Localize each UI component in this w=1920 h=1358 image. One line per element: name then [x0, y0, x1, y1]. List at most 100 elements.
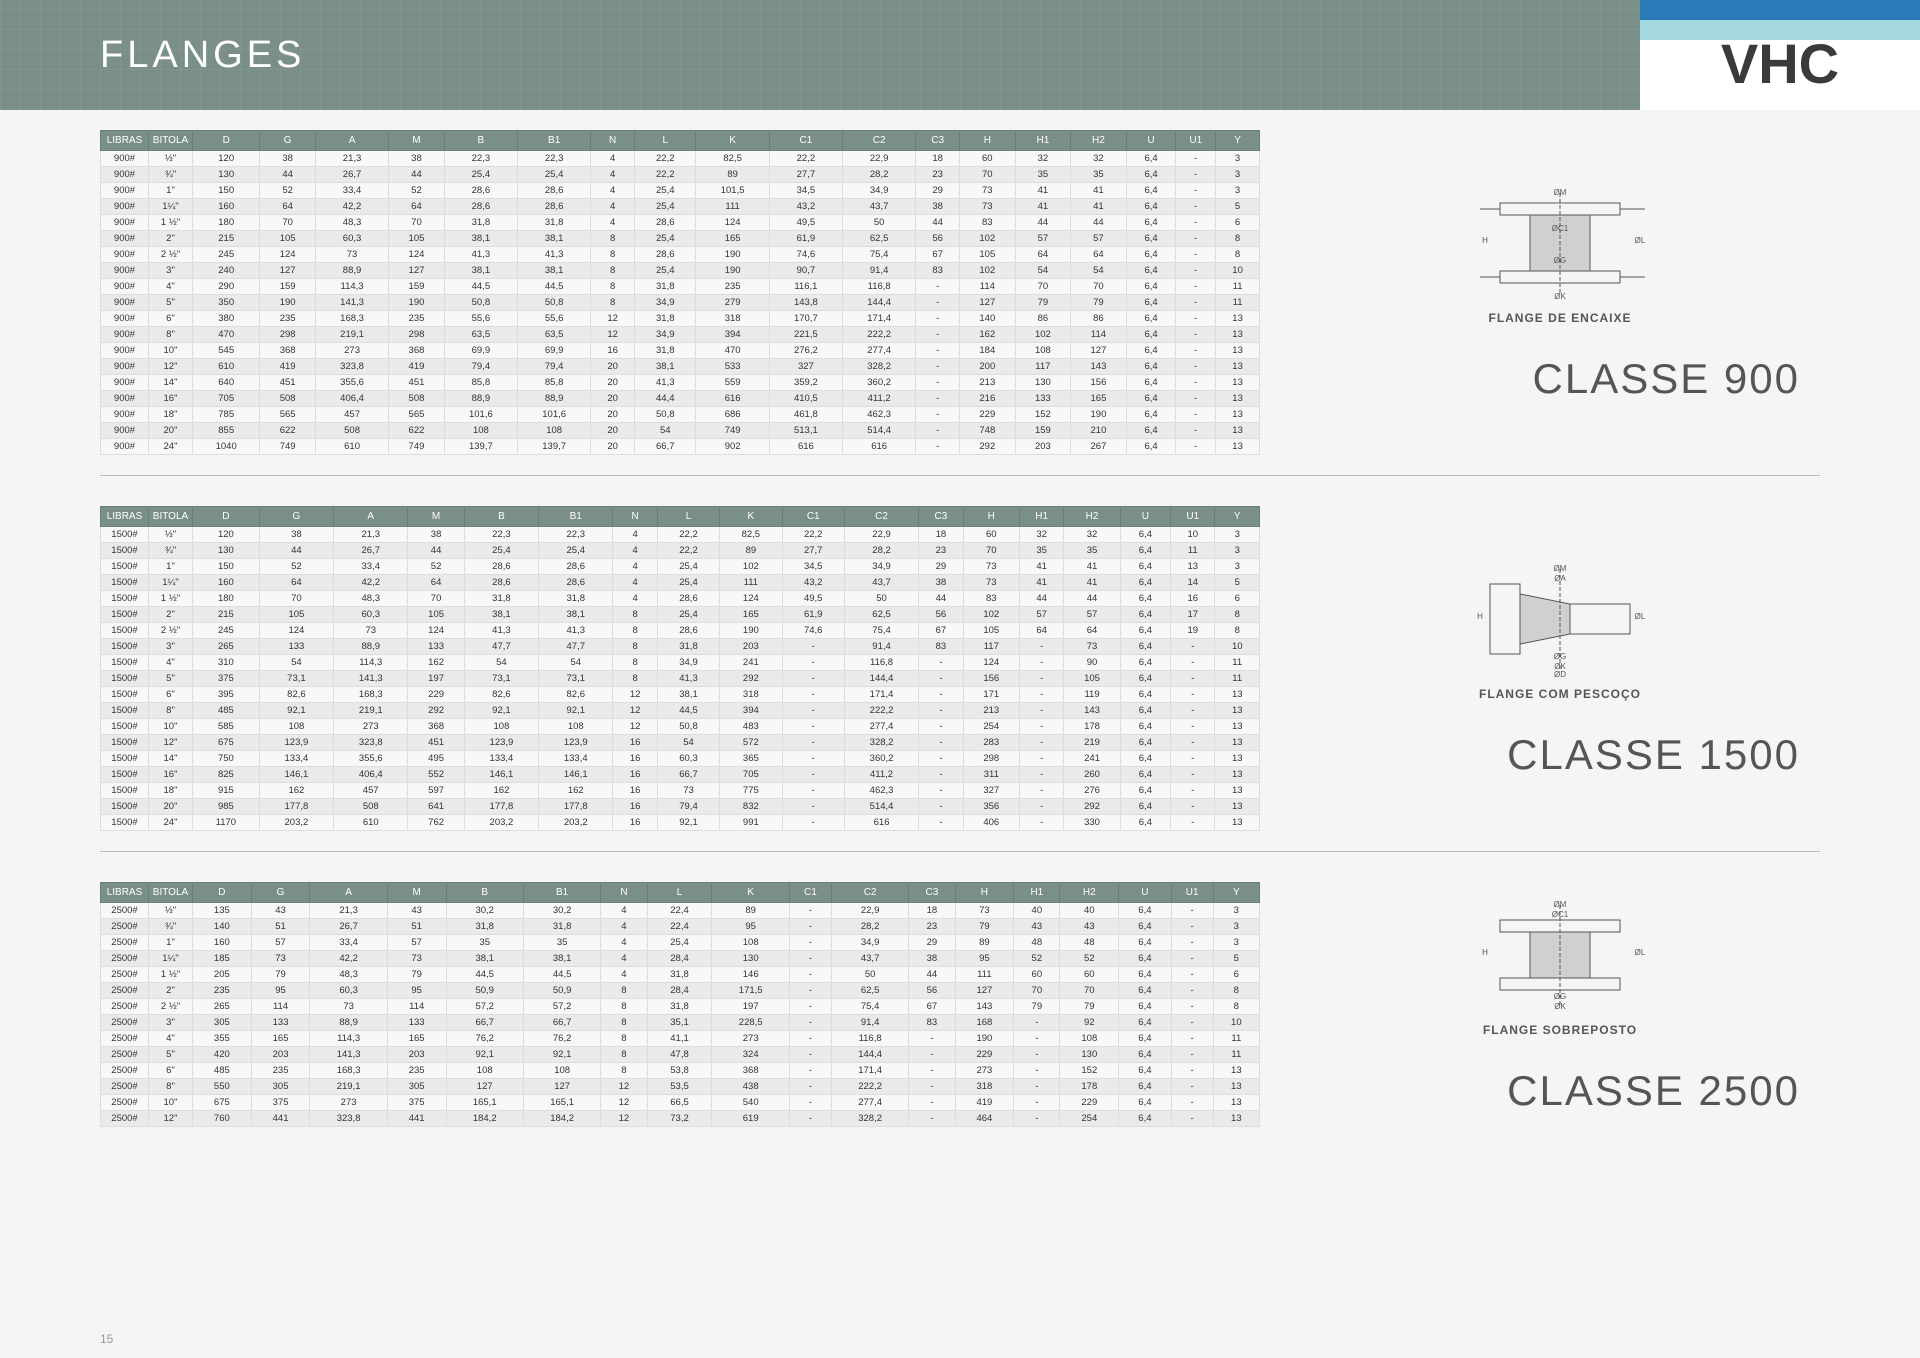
table-cell: 8 [601, 1015, 647, 1031]
table-cell: 48 [1014, 935, 1060, 951]
table-cell: 8 [591, 279, 635, 295]
table-cell: 6,4 [1119, 935, 1171, 951]
table-cell: 162 [464, 783, 538, 799]
table-cell: 105 [389, 231, 445, 247]
table-cell: 75,4 [831, 999, 908, 1015]
table-cell: - [916, 423, 960, 439]
table-cell: 73 [387, 951, 446, 967]
col-header: Y [1215, 507, 1260, 527]
table-cell: 1¼" [149, 575, 193, 591]
table-cell: - [1171, 703, 1215, 719]
table-cell: 410,5 [769, 391, 842, 407]
table-cell: 22,3 [518, 151, 591, 167]
table-cell: 35 [1019, 543, 1063, 559]
table-cell: 13 [1216, 343, 1260, 359]
table-cell: 260 [1064, 767, 1120, 783]
table-cell: 900# [101, 391, 149, 407]
table-cell: 6,4 [1126, 279, 1176, 295]
table-cell: 152 [1015, 407, 1071, 423]
table-cell: 21,3 [310, 903, 387, 919]
table-cell: 82,6 [539, 687, 613, 703]
table-cell: 203,2 [464, 815, 538, 831]
table-cell: 1500# [101, 671, 149, 687]
table-cell: 470 [193, 327, 260, 343]
table-cell: 327 [769, 359, 842, 375]
table-cell: 508 [389, 391, 445, 407]
table-cell: 177,8 [539, 799, 613, 815]
table-cell: 222,2 [831, 1079, 908, 1095]
col-header: C2 [831, 883, 908, 903]
table-row: 1500#3"26513388,913347,747,7831,8203-91,… [101, 639, 1260, 655]
table-cell: 28,2 [831, 919, 908, 935]
table-cell: 130 [193, 167, 260, 183]
table-cell: 8 [601, 983, 647, 999]
table-cell: 273 [334, 719, 408, 735]
table-cell: 406 [963, 815, 1019, 831]
table-cell: - [782, 687, 844, 703]
table-cell: - [909, 1111, 955, 1127]
table-cell: 22,9 [831, 903, 908, 919]
table-cell: - [1171, 751, 1215, 767]
table-cell: 48,3 [315, 215, 388, 231]
table-cell: - [919, 655, 963, 671]
table-cell: 16 [613, 799, 657, 815]
table-cell: 686 [696, 407, 769, 423]
col-header: H [963, 507, 1019, 527]
table-cell: 273 [955, 1063, 1014, 1079]
table-cell: - [782, 639, 844, 655]
table-cell: 991 [720, 815, 782, 831]
table-cell: - [782, 799, 844, 815]
table-cell: 66,5 [647, 1095, 712, 1111]
col-header: B1 [523, 883, 600, 903]
table-cell: 44 [1019, 591, 1063, 607]
table-cell: 12 [613, 687, 657, 703]
table-cell: 50,9 [523, 983, 600, 999]
table-cell: 42,2 [310, 951, 387, 967]
table-cell: 900# [101, 311, 149, 327]
table-cell: 8 [1216, 247, 1260, 263]
table-cell: 22,2 [782, 527, 844, 543]
table-cell: 855 [193, 423, 260, 439]
table-cell: 6,4 [1119, 903, 1171, 919]
table-cell: 124 [259, 623, 333, 639]
table-cell: 66,7 [657, 767, 719, 783]
table-cell: 48,3 [310, 967, 387, 983]
table-cell: 12 [613, 703, 657, 719]
table-cell: 6,4 [1120, 671, 1170, 687]
table-cell: 130 [193, 543, 260, 559]
table-cell: - [782, 655, 844, 671]
table-cell: 6,4 [1120, 655, 1170, 671]
table-cell: 6,4 [1120, 623, 1170, 639]
table-cell: 6,4 [1119, 1079, 1171, 1095]
table-cell: 6,4 [1126, 247, 1176, 263]
table-cell: 38,1 [464, 607, 538, 623]
table-cell: 279 [696, 295, 769, 311]
table-cell: 90 [1064, 655, 1120, 671]
table-cell: 43,2 [769, 199, 842, 215]
table-cell: 2500# [101, 983, 149, 999]
table-cell: 23 [919, 543, 963, 559]
diagram-panel: ØM ØK H ØL ØC1 ØG FLANGE DE ENCAIXE CLAS… [1260, 130, 1820, 455]
table-cell: 219 [1064, 735, 1120, 751]
table-cell: 395 [193, 687, 260, 703]
table-cell: 160 [193, 575, 260, 591]
table-cell: - [782, 767, 844, 783]
table-cell: 311 [963, 767, 1019, 783]
table-cell: - [1019, 639, 1063, 655]
table-cell: 28,6 [444, 183, 517, 199]
table-cell: 550 [193, 1079, 252, 1095]
table-cell: 51 [387, 919, 446, 935]
table-cell: 35 [1064, 543, 1120, 559]
table-cell: 1500# [101, 783, 149, 799]
table-cell: 4 [591, 199, 635, 215]
table-cell: 368 [389, 343, 445, 359]
table-row: 1500#2"21510560,310538,138,1825,416561,9… [101, 607, 1260, 623]
table-cell: 95 [955, 951, 1014, 967]
table-cell: 235 [387, 1063, 446, 1079]
table-cell: 55,6 [518, 311, 591, 327]
table-cell: - [1176, 151, 1216, 167]
table-cell: 3 [1215, 559, 1260, 575]
table-cell: 6,4 [1120, 767, 1170, 783]
table-cell: 3 [1213, 935, 1259, 951]
table-cell: 5 [1216, 199, 1260, 215]
